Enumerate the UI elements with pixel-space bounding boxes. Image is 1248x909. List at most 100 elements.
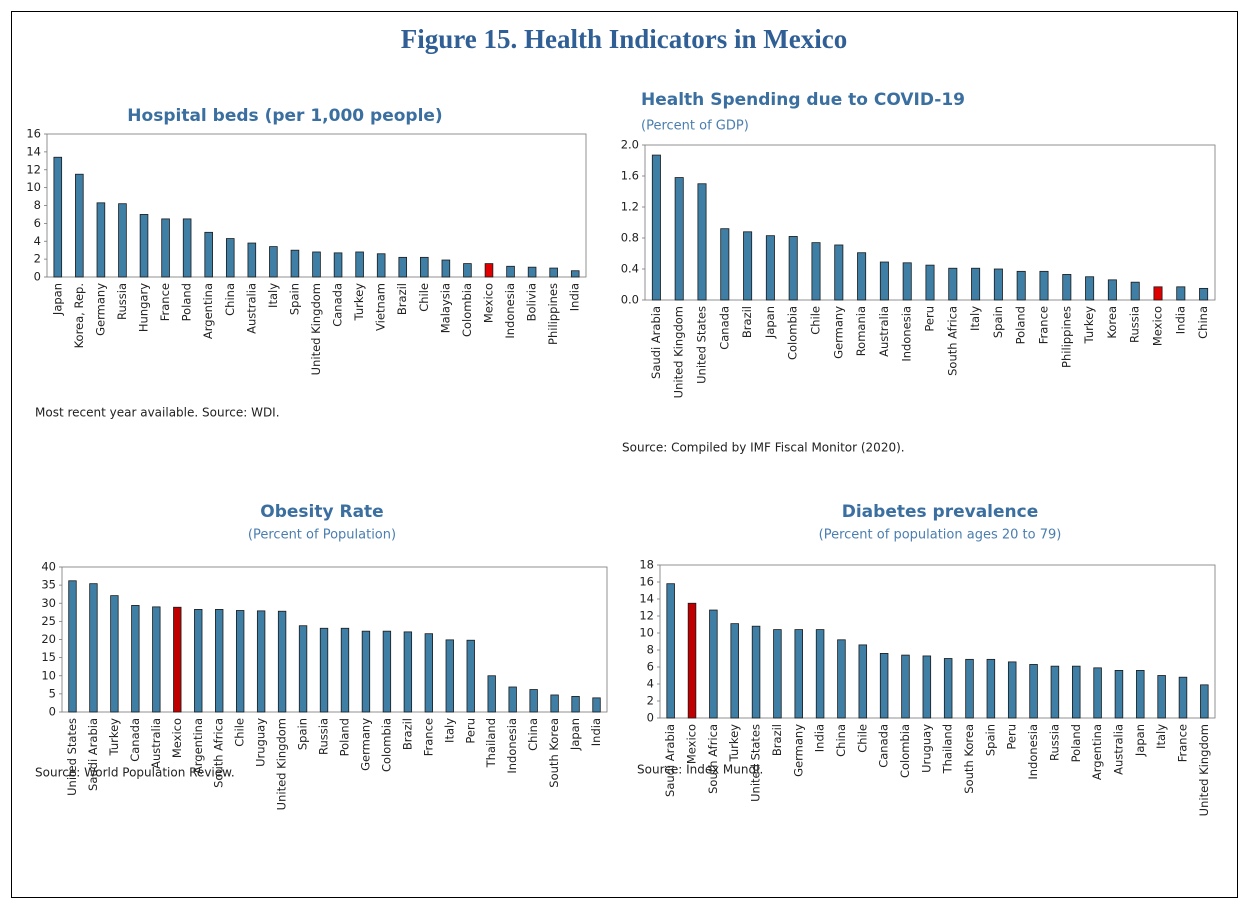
- bar: [986, 658, 996, 719]
- x-tick-label: France: [1175, 724, 1189, 762]
- bar: [1050, 665, 1060, 719]
- y-tick-label: 12: [639, 609, 654, 623]
- x-tick-label: Germany: [831, 306, 845, 359]
- x-tick-label: Bolivia: [525, 283, 539, 321]
- y-tick-label: 0: [49, 705, 56, 719]
- chart-subtitle: (Percent of Population): [248, 528, 396, 543]
- bar: [1062, 274, 1072, 301]
- bar: [376, 253, 386, 278]
- y-tick-label: 20: [41, 632, 56, 646]
- bar: [75, 173, 84, 278]
- y-tick-label: 14: [26, 144, 41, 158]
- x-tick-label: Australia: [244, 283, 258, 334]
- x-tick-label: India: [589, 718, 603, 746]
- y-tick-label: 8: [647, 643, 654, 657]
- x-tick-label: Chile: [809, 306, 823, 335]
- bar: [1114, 670, 1124, 719]
- y-tick-label: 10: [639, 626, 654, 640]
- x-tick-label: India: [1173, 306, 1187, 334]
- bar: [173, 606, 182, 713]
- x-tick-label: Germany: [791, 724, 805, 777]
- x-tick-label: Russia: [115, 283, 129, 320]
- x-tick-label: Indonesia: [503, 283, 517, 339]
- bar: [312, 251, 321, 278]
- x-tick-label: Brazil: [400, 718, 414, 750]
- bar: [1199, 287, 1209, 301]
- y-tick-label: 16: [26, 127, 41, 141]
- bar: [290, 249, 300, 278]
- y-tick-label: 30: [41, 596, 56, 610]
- bar: [571, 696, 580, 713]
- x-tick-label: Poland: [180, 283, 194, 321]
- y-tick-label: 0.0: [621, 293, 639, 307]
- y-tick-label: 0: [34, 270, 41, 284]
- x-tick-label: United Kingdom: [309, 283, 323, 375]
- bar: [993, 268, 1003, 301]
- x-tick-label: Russia: [317, 718, 331, 755]
- x-tick-label: Italy: [442, 718, 456, 743]
- bar: [355, 251, 364, 278]
- bar: [925, 264, 935, 301]
- bar: [487, 675, 496, 713]
- bar: [403, 631, 413, 713]
- x-tick-label: Peru: [463, 718, 477, 744]
- bar: [858, 644, 868, 719]
- x-tick-label: Uruguay: [254, 718, 268, 767]
- bar: [506, 265, 515, 278]
- y-tick-label: 0.4: [621, 262, 639, 276]
- bar: [1176, 286, 1186, 301]
- bar: [730, 623, 739, 719]
- bar: [340, 627, 350, 713]
- bar: [1093, 667, 1102, 719]
- x-tick-label: Italy: [266, 283, 280, 308]
- bar: [333, 252, 343, 278]
- bar: [182, 218, 192, 278]
- bar: [902, 262, 912, 301]
- chart-note: Source: Index Mundi.: [637, 763, 763, 777]
- y-tick-label: 12: [26, 162, 41, 176]
- x-tick-label: Saudi Arabia: [663, 724, 677, 797]
- y-tick-label: 8: [34, 198, 41, 212]
- x-tick-label: China: [834, 724, 848, 757]
- x-tick-label: France: [421, 718, 435, 756]
- bar: [697, 183, 707, 301]
- bar: [837, 639, 846, 719]
- x-tick-label: Argentina: [201, 283, 215, 339]
- x-tick-label: South Korea: [547, 718, 561, 788]
- x-tick-label: South Africa: [212, 718, 226, 788]
- x-tick-label: Mexico: [1151, 306, 1165, 346]
- bar: [666, 583, 675, 719]
- bar: [857, 252, 867, 301]
- bar: [215, 609, 224, 713]
- bar: [161, 218, 170, 278]
- bar: [570, 270, 580, 278]
- x-tick-label: Indonesia: [900, 306, 914, 362]
- bar: [204, 231, 213, 278]
- bar: [508, 686, 517, 713]
- bar: [1136, 670, 1145, 719]
- bar: [445, 639, 454, 713]
- chart-title: Obesity Rate: [260, 502, 383, 522]
- x-tick-label: Brazil: [770, 724, 784, 756]
- y-tick-label: 15: [41, 650, 56, 664]
- x-tick-label: Australia: [877, 306, 891, 357]
- x-tick-label: United Kingdom: [1197, 724, 1211, 816]
- bar: [1016, 270, 1026, 301]
- bar: [1153, 286, 1163, 301]
- bar: [466, 639, 475, 713]
- y-tick-label: 2.0: [621, 138, 639, 152]
- x-tick-label: Brazil: [395, 283, 409, 315]
- x-tick-label: Australia: [149, 718, 163, 769]
- x-tick-label: Canada: [717, 306, 731, 350]
- x-tick-label: Japan: [50, 283, 64, 316]
- x-tick-label: Peru: [1005, 724, 1019, 750]
- x-tick-label: South Korea: [962, 724, 976, 794]
- bar: [794, 629, 803, 719]
- y-tick-label: 1.2: [621, 200, 639, 214]
- x-tick-label: United Kingdom: [275, 718, 289, 810]
- figure-title: Figure 15. Health Indicators in Mexico: [401, 24, 847, 54]
- bar: [879, 653, 889, 719]
- bar: [53, 156, 63, 278]
- bar: [811, 242, 821, 301]
- bar: [1157, 675, 1166, 719]
